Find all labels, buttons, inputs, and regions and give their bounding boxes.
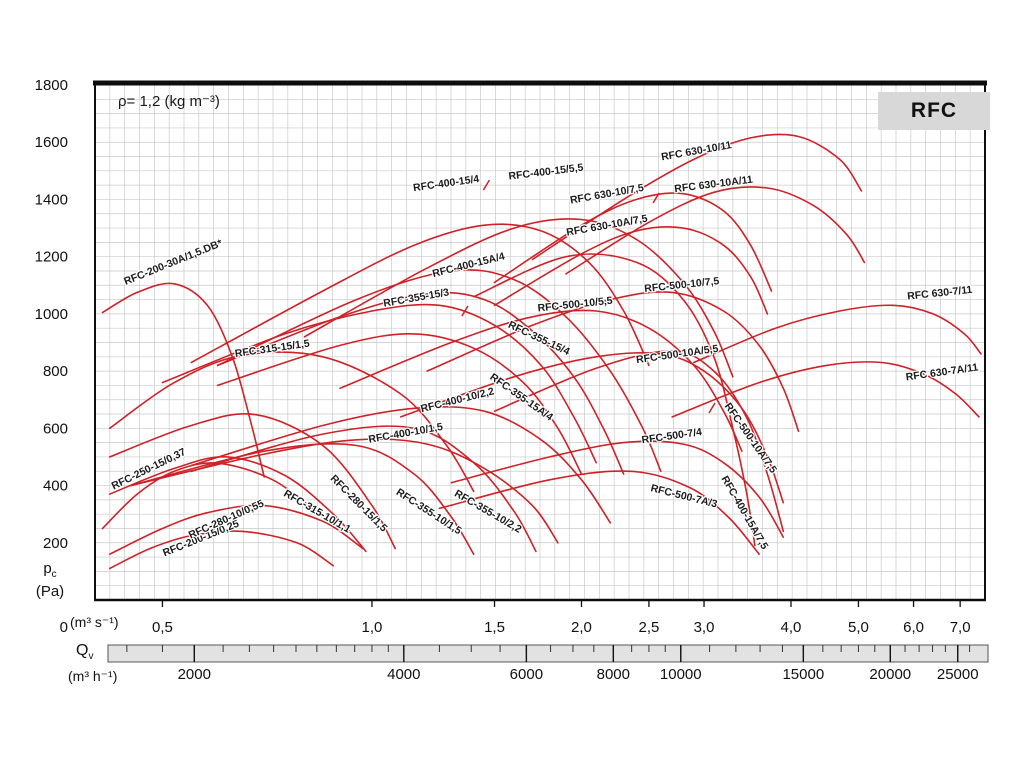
axis-tick-label: 200 (43, 535, 68, 552)
axis-tick-label: 7,0 (950, 619, 971, 636)
curve-label: RFC 630-10/11 (660, 139, 732, 163)
axis-tick-label: 600 (43, 420, 68, 437)
axis-tick-label: 800 (43, 363, 68, 380)
axis-tick-label: 2,5 (638, 619, 659, 636)
fan-curve (129, 438, 559, 544)
fan-curve (438, 470, 760, 555)
curve-label: RFC-355-10/1,5 (394, 486, 464, 537)
fan-curve (190, 223, 650, 367)
curve-label: RFC-355-15/3 (382, 286, 450, 309)
curve-label: RFC-400-15/5,5 (508, 162, 584, 183)
fan-curve (190, 405, 612, 524)
curve-label: RFC-400-15A/4 (431, 250, 506, 280)
flow-ruler: 2000 4000 6000 8000 10000 15000 20000 25000 (107, 644, 989, 683)
curve-label: RFC 630-7A/11 (905, 361, 979, 383)
axis-tick-label: 1,0 (362, 619, 383, 636)
curve-label: RFC 630-10/7,5 (569, 182, 645, 207)
fan-curve (216, 333, 583, 475)
axis-tick-label: 25000 (937, 666, 979, 683)
fan-curve (108, 504, 364, 555)
axis-tick-label: 2,0 (571, 619, 592, 636)
axis-zero-label: 0 (60, 619, 68, 636)
axis-tick-label: 1200 (35, 249, 68, 266)
fan-curve (108, 351, 475, 493)
curve-label: RFC-500-10A/5,5 (635, 343, 719, 366)
curve-label: RFC-400-15/4 (412, 173, 480, 194)
axis-tick-label: 1,5 (484, 619, 505, 636)
curve-label: RFC-500-7/4 (641, 426, 703, 446)
curve-label: RFC-500-10A/7,5 (722, 401, 779, 476)
plot-border (93, 80, 987, 602)
flow-axis-symbol-sub: v (88, 651, 94, 663)
fan-curve (450, 440, 785, 538)
fan-curves (101, 133, 982, 570)
axis-tick-label: 0,5 (152, 619, 173, 636)
axis-tick-label: 15000 (782, 666, 824, 683)
fan-curve (531, 133, 863, 261)
axis-tick-label: 4000 (387, 666, 420, 683)
fan-curve (303, 218, 734, 378)
fan-curve (426, 291, 800, 432)
fan-curve (108, 456, 367, 553)
curve-labels: RFC-200-15/0,25RFC-280-10/0,55RFC-250-15… (108, 138, 980, 561)
fan-curve (693, 304, 982, 364)
x-axis-si-unit: (m³ s⁻¹) (70, 614, 119, 630)
y-axis-symbol-sub: c (51, 569, 57, 580)
curve-limit-ticks (461, 179, 716, 414)
axis-tick-label: 8000 (597, 666, 630, 683)
fan-curve (493, 225, 769, 315)
curve-label: RFC-400-10/1,5 (368, 421, 444, 446)
fan-curve (129, 442, 475, 555)
y-axis-unit: pc (Pa) (28, 560, 72, 600)
fan-curve (493, 350, 785, 533)
axis-tick-label: 1800 (35, 77, 68, 94)
y-axis-symbol: p (43, 560, 52, 577)
axis-tick-label: 6,0 (903, 619, 924, 636)
axis-tick-label: 400 (43, 478, 68, 495)
flow-axis-name: Qv (76, 642, 93, 662)
axis-tick-label: 20000 (869, 666, 911, 683)
density-label: ρ= 1,2 (kg m⁻³) (118, 93, 220, 110)
fan-curve (400, 351, 785, 504)
curve-label: RFC-355-15/4 (506, 319, 572, 358)
fan-curve (161, 303, 597, 464)
fan-curve (108, 530, 335, 570)
flow-axis-unit: (m³ h⁻¹) (68, 668, 118, 684)
y-axis-tick-labels: 200 400 600 800 1000 1200 1400 1600 1800 0 (35, 77, 68, 636)
axis-tick-label: 2000 (178, 666, 211, 683)
fan-curve (101, 282, 265, 478)
x-axis-m3s-labels: 0,5 1,0 1,5 2,0 2,5 3,0 4,0 5,0 6,0 7,0 (152, 601, 971, 636)
curve-label: RFC-500-7A/3 (649, 482, 718, 510)
axis-tick-label: 5,0 (848, 619, 869, 636)
axis-tick-label: 3,0 (694, 619, 715, 636)
axis-tick-label: 10000 (660, 666, 702, 683)
y-axis-unit-text: (Pa) (35, 583, 65, 600)
fan-curve (339, 309, 743, 452)
fan-curve (671, 361, 980, 418)
curve-label: RFC-500-10/7,5 (644, 275, 720, 295)
axis-tick-label: 1400 (35, 191, 68, 208)
fan-curve (190, 425, 537, 553)
axis-tick-label: 1000 (35, 306, 68, 323)
fan-curve (216, 291, 625, 475)
series-badge: RFC (878, 92, 990, 130)
axis-tick-label: 1600 (35, 134, 68, 151)
axis-tick-label: 4,0 (781, 619, 802, 636)
curve-label: RFC 630-10A/7,5 (565, 213, 648, 239)
fan-curve (565, 186, 866, 275)
fan-curve (493, 192, 773, 292)
fan-curve (216, 269, 662, 473)
axis-tick-label: 6000 (510, 666, 543, 683)
fan-curve (108, 413, 396, 550)
curve-label: RFC-200-30A/1,5.DB* (122, 237, 225, 288)
flow-axis-symbol: Q (76, 642, 89, 659)
